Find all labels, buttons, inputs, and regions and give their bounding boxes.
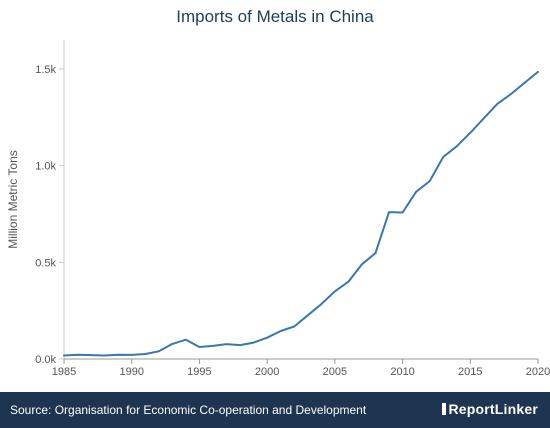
data-point (253, 342, 255, 344)
axes: 0.0k 0.5k 1.0k 1.5k 1985 1990 1995 2000 2005 2010… (6, 40, 550, 378)
data-point (307, 314, 309, 316)
data-point (347, 281, 349, 283)
data-point (320, 303, 322, 305)
chart-title: Imports of Metals in China (176, 7, 374, 26)
data-point (104, 355, 106, 357)
data-point (293, 326, 295, 328)
y-axis-label: Million Metric Tons (6, 150, 20, 248)
data-point (415, 191, 417, 193)
data-point (375, 252, 377, 254)
data-point (456, 145, 458, 147)
y-tick-label: 0.5k (35, 257, 56, 269)
data-point (429, 180, 431, 182)
data-point (280, 330, 282, 332)
data-point (483, 117, 485, 119)
x-tick-label: 1990 (119, 366, 143, 378)
data-point (334, 290, 336, 292)
y-tick-label: 1.5k (35, 64, 56, 76)
data-point (117, 354, 119, 356)
data-point (469, 132, 471, 134)
data-point (212, 345, 214, 347)
data-point (185, 339, 187, 341)
data-point (158, 350, 160, 352)
data-point (537, 71, 539, 73)
source-text: Source: Organisation for Economic Co-ope… (10, 403, 367, 417)
x-tick-label: 2020 (526, 366, 550, 378)
data-point (171, 343, 173, 345)
line-chart: 0.0k 0.5k 1.0k 1.5k 1985 1990 1995 2000 2005 2010… (6, 40, 550, 378)
data-point (63, 355, 65, 357)
footer-bar: Source: Organisation for Economic Co-ope… (0, 392, 550, 428)
data-point (131, 354, 133, 356)
brand-logo-icon (442, 403, 447, 415)
x-tick-label: 1985 (52, 366, 76, 378)
data-point (524, 82, 526, 84)
x-tick-label: 2000 (255, 366, 279, 378)
series-line (63, 70, 539, 357)
x-tick-label: 2010 (390, 366, 414, 378)
x-tick-label: 1995 (187, 366, 211, 378)
data-point (496, 103, 498, 105)
data-point (239, 344, 241, 346)
data-point (402, 212, 404, 214)
data-point (442, 156, 444, 158)
data-point (361, 263, 363, 265)
data-point (266, 337, 268, 339)
data-point (510, 93, 512, 95)
data-point (77, 354, 79, 356)
x-tick-label: 2005 (323, 366, 347, 378)
brand-logo[interactable]: ReportLinker (442, 401, 538, 417)
data-point (90, 354, 92, 356)
data-point (144, 353, 146, 355)
x-tick-label: 2015 (458, 366, 482, 378)
data-point (226, 343, 228, 345)
series-group (63, 70, 539, 357)
brand-name: ReportLinker (448, 401, 538, 417)
data-point (198, 346, 200, 348)
y-tick-label: 1.0k (35, 161, 56, 173)
data-point (388, 211, 390, 213)
y-tick-label: 0.0k (35, 354, 56, 366)
